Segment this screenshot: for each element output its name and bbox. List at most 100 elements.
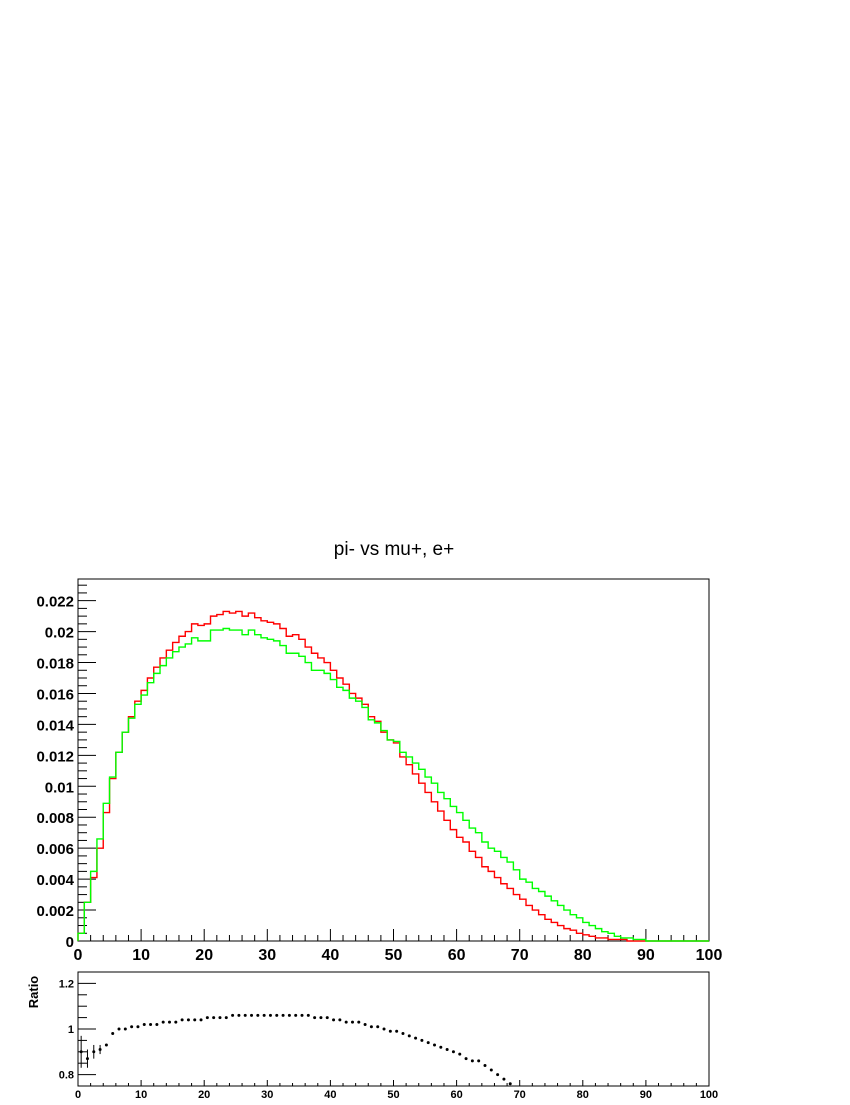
- ratio-point: [458, 1052, 462, 1056]
- ratio-x-tick-label: 80: [577, 1089, 589, 1100]
- ratio-point: [268, 1013, 272, 1017]
- ratio-y-axis-label: Ratio: [26, 976, 41, 1009]
- ratio-point: [433, 1043, 437, 1047]
- ratio-point: [104, 1043, 108, 1047]
- ratio-point: [287, 1013, 291, 1017]
- main-y-tick-label: 0.02: [45, 625, 74, 642]
- ratio-point: [376, 1025, 380, 1029]
- ratio-point: [167, 1020, 171, 1024]
- main-y-tick-label: 0.014: [36, 717, 74, 734]
- ratio-point: [231, 1013, 235, 1017]
- main-y-tick-label: 0.004: [36, 872, 74, 889]
- ratio-point: [142, 1022, 146, 1026]
- ratio-point: [136, 1025, 140, 1029]
- ratio-point: [224, 1016, 228, 1020]
- main-y-tick-label: 0.018: [36, 656, 74, 673]
- ratio-point: [313, 1016, 317, 1020]
- red-histogram-series: [77, 610, 709, 942]
- ratio-point: [382, 1027, 386, 1031]
- main-x-tick-label: 30: [258, 947, 276, 964]
- ratio-point: [306, 1013, 310, 1017]
- main-y-tick-label: 0.012: [36, 748, 74, 765]
- ratio-point: [300, 1013, 304, 1017]
- ratio-point: [262, 1013, 266, 1017]
- ratio-point: [451, 1050, 455, 1054]
- ratio-point: [338, 1018, 342, 1022]
- ratio-point: [161, 1020, 165, 1024]
- ratio-point: [395, 1029, 399, 1033]
- ratio-point: [199, 1018, 203, 1022]
- ratio-point: [256, 1013, 260, 1017]
- ratio-point: [193, 1018, 197, 1022]
- ratio-point: [186, 1018, 190, 1022]
- ratio-point: [363, 1022, 367, 1026]
- ratio-point: [212, 1016, 216, 1020]
- ratio-point: [123, 1027, 127, 1031]
- ratio-x-tick-label: 0: [75, 1089, 81, 1100]
- ratio-x-tick-label: 50: [387, 1089, 399, 1100]
- main-x-tick-label: 10: [132, 947, 150, 964]
- main-y-tick-label: 0.016: [36, 686, 74, 703]
- ratio-point: [325, 1016, 329, 1020]
- main-plot-frame: [77, 578, 710, 942]
- ratio-point: [445, 1048, 449, 1052]
- ratio-point: [350, 1020, 354, 1024]
- main-x-tick-label: 40: [322, 947, 340, 964]
- ratio-x-tick-label: 60: [450, 1089, 462, 1100]
- ratio-point: [155, 1022, 159, 1026]
- ratio-point: [464, 1057, 468, 1061]
- main-x-tick-label: 90: [637, 947, 655, 964]
- ratio-point: [180, 1018, 184, 1022]
- ratio-point: [401, 1032, 405, 1036]
- main-x-tick-label: 60: [448, 947, 466, 964]
- ratio-point: [470, 1059, 474, 1063]
- ratio-point: [477, 1059, 481, 1063]
- ratio-y-tick-label: 0.8: [59, 1070, 74, 1082]
- ratio-point: [111, 1032, 115, 1036]
- ratio-y-tick-label: 1.2: [59, 978, 74, 990]
- ratio-point: [369, 1025, 373, 1029]
- ratio-point: [508, 1082, 512, 1086]
- ratio-point: [357, 1020, 361, 1024]
- ratio-plot-frame: [77, 971, 710, 1087]
- main-x-tick-label: 50: [385, 947, 403, 964]
- main-y-tick-label: 0.022: [36, 594, 74, 611]
- ratio-point: [426, 1041, 430, 1045]
- green-histogram-series: [77, 627, 709, 942]
- ratio-point: [117, 1027, 121, 1031]
- ratio-point: [218, 1016, 222, 1020]
- main-y-tick-label: 0.006: [36, 841, 74, 858]
- ratio-x-tick-label: 70: [514, 1089, 526, 1100]
- ratio-point: [243, 1013, 247, 1017]
- ratio-x-tick-label: 30: [261, 1089, 273, 1100]
- ratio-point: [439, 1045, 443, 1049]
- main-histogram-plot: 0 10 20 30 40 50 60 70 80 90 100 0 0.002 0.004 0.006 0.…: [36, 578, 723, 964]
- ratio-x-tick-label: 10: [135, 1089, 147, 1100]
- ratio-point: [237, 1013, 241, 1017]
- main-x-tick-label: 80: [574, 947, 592, 964]
- ratio-point: [149, 1022, 153, 1026]
- ratio-point: [92, 1050, 96, 1054]
- main-x-tick-label: 100: [696, 947, 723, 964]
- ratio-y-tick-label: 1: [68, 1024, 74, 1036]
- ratio-point: [388, 1029, 392, 1033]
- ratio-point: [496, 1073, 500, 1077]
- ratio-point: [85, 1057, 89, 1061]
- ratio-point: [414, 1036, 418, 1040]
- ratio-point: [344, 1020, 348, 1024]
- ratio-x-tick-label: 40: [324, 1089, 336, 1100]
- ratio-point: [489, 1068, 493, 1072]
- ratio-point: [205, 1016, 209, 1020]
- ratio-point: [281, 1013, 285, 1017]
- ratio-point: [420, 1038, 424, 1042]
- ratio-point: [332, 1018, 336, 1022]
- main-y-tick-label: 0.01: [45, 779, 74, 796]
- ratio-point: [407, 1034, 411, 1038]
- ratio-x-tick-label: 100: [700, 1089, 718, 1100]
- main-x-tick-label: 70: [511, 947, 529, 964]
- ratio-x-tick-label: 20: [198, 1089, 210, 1100]
- main-y-tick-label: 0: [66, 934, 74, 951]
- ratio-point: [319, 1016, 323, 1020]
